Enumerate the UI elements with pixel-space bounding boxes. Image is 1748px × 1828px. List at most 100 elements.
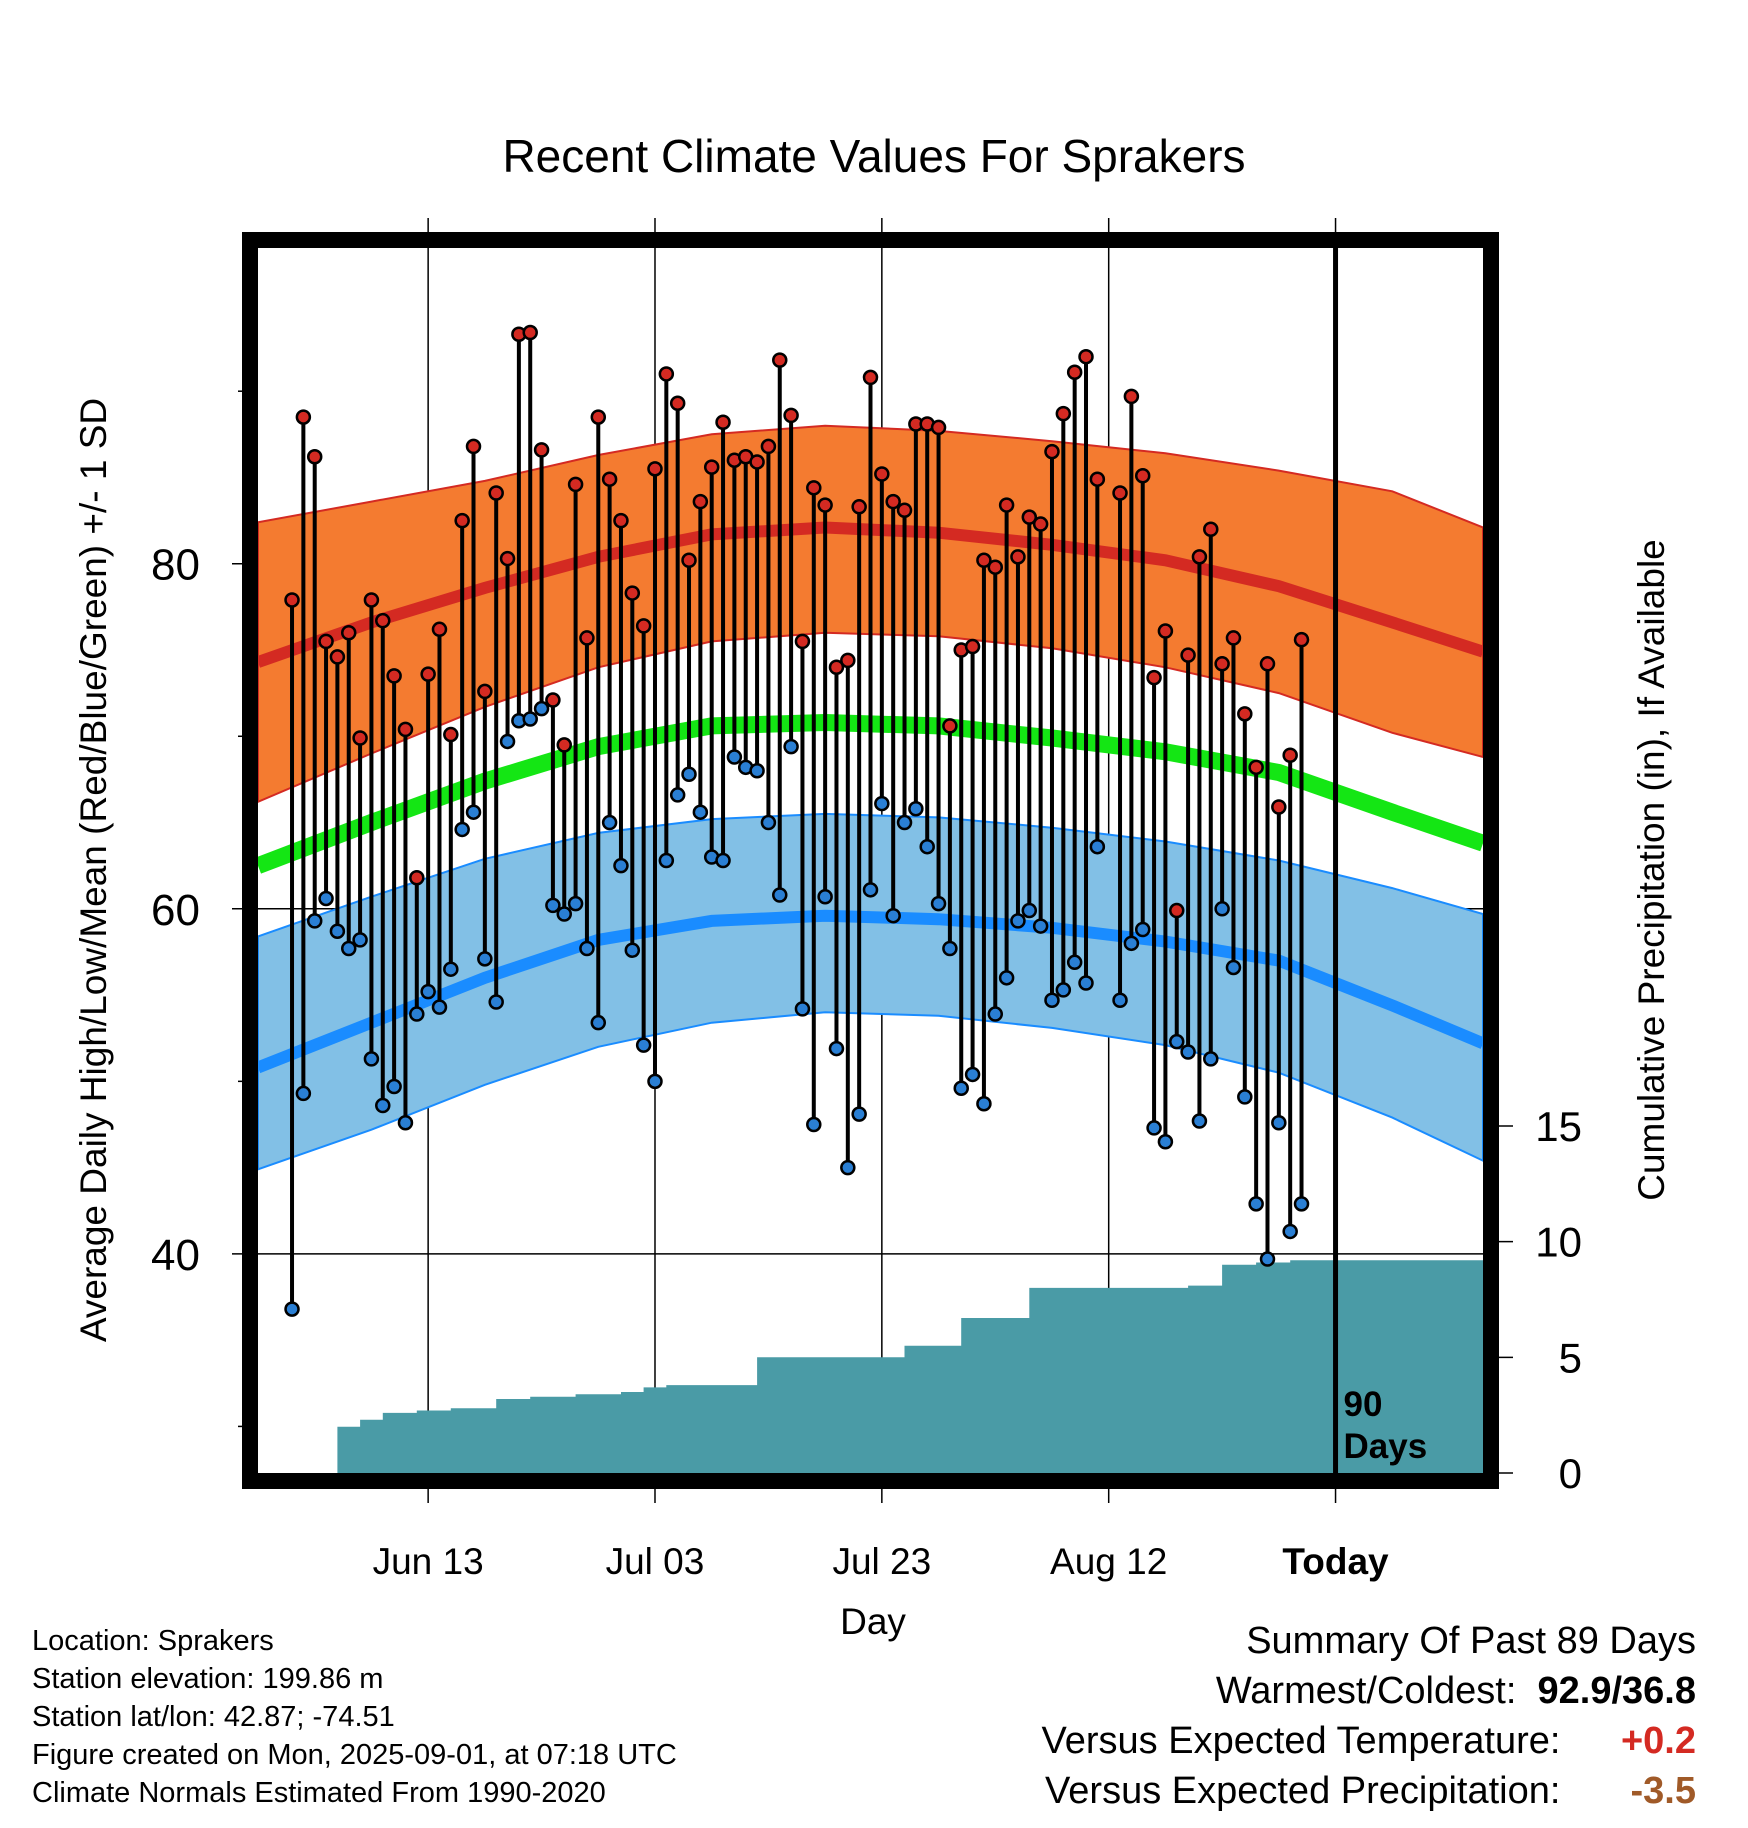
daily-low-point	[340, 940, 357, 957]
x-tick-label: Jul 03	[606, 1541, 705, 1582]
precipitation-area	[326, 1260, 1483, 1473]
daily-high-point	[1237, 706, 1253, 722]
daily-low-point	[862, 882, 879, 898]
daily-high-point	[1203, 521, 1219, 537]
daily-low-point	[409, 1006, 425, 1022]
daily-high-point	[1134, 467, 1151, 484]
daily-low-point	[1203, 1051, 1219, 1067]
daily-high-point	[635, 618, 652, 634]
daily-high-point	[681, 552, 697, 569]
daily-low-point	[1225, 959, 1242, 976]
daily-high-point	[443, 726, 459, 743]
daily-high-point	[1123, 388, 1140, 405]
daily-high-point	[465, 438, 482, 455]
warm-cold-value: 92.9/36.8	[1537, 1670, 1696, 1712]
daily-high-point	[318, 633, 334, 650]
daily-high-point	[772, 352, 788, 368]
daily-low-point	[658, 852, 675, 869]
daily-low-point	[624, 942, 641, 958]
daily-high-point	[545, 692, 561, 708]
daily-high-point	[613, 512, 629, 529]
summary-temp: Versus Expected Temperature: +0.2	[1042, 1720, 1696, 1763]
daily-low-point	[772, 887, 788, 903]
daily-low-point	[1248, 1196, 1264, 1212]
daily-high-point	[1044, 443, 1060, 460]
daily-low-point	[919, 838, 935, 855]
daily-low-point	[363, 1051, 380, 1067]
y-axis-left-label: Average Daily High/Low/Mean (Red/Blue/Gr…	[73, 398, 114, 1342]
x-tick-label: Today	[1282, 1541, 1389, 1582]
daily-high-point	[375, 612, 391, 629]
daily-low-point	[397, 1115, 414, 1131]
daily-low-point	[1180, 1044, 1196, 1060]
daily-low-point	[942, 940, 958, 957]
daily-low-point	[794, 1001, 811, 1017]
daily-high-point	[998, 497, 1015, 513]
daily-high-point	[284, 592, 300, 608]
daily-low-point	[306, 913, 323, 929]
daily-high-point	[352, 730, 368, 746]
daily-low-point	[749, 763, 765, 779]
daily-high-point	[862, 369, 879, 386]
y-tick-label-left: 40	[151, 1231, 200, 1280]
daily-high-point	[397, 721, 414, 738]
y-tick-label-left: 80	[151, 541, 200, 590]
daily-low-point	[1271, 1115, 1287, 1131]
daily-high-point	[669, 395, 686, 412]
daily-high-point	[567, 476, 584, 493]
daily-high-point	[885, 493, 901, 510]
daily-low-point	[692, 804, 709, 820]
daily-high-point	[806, 480, 822, 496]
daily-high-point	[1180, 647, 1196, 663]
today-marker-label: 90	[1344, 1385, 1383, 1424]
daily-low-point	[352, 932, 368, 948]
daily-high-point	[295, 409, 312, 425]
daily-low-point	[556, 906, 572, 922]
daily-high-point	[624, 585, 641, 601]
x-tick-label: Jul 23	[832, 1541, 931, 1582]
daily-low-point	[726, 749, 743, 765]
daily-low-point	[840, 1159, 856, 1176]
daily-low-point	[1214, 901, 1230, 917]
x-tick-label: Jun 13	[373, 1541, 484, 1582]
precip-label: Versus Expected Precipitation:	[1045, 1770, 1561, 1812]
y-tick-label-left: 60	[151, 886, 200, 935]
daily-low-point	[647, 1073, 663, 1090]
daily-low-point	[545, 897, 561, 914]
daily-low-point	[1293, 1196, 1310, 1212]
daily-high-point	[930, 419, 947, 436]
daily-low-point	[976, 1096, 992, 1112]
daily-high-point	[715, 414, 731, 431]
daily-low-point	[896, 814, 913, 831]
daily-low-point	[1282, 1223, 1298, 1240]
daily-high-point	[499, 550, 516, 567]
daily-high-point	[431, 621, 448, 638]
daily-high-point	[828, 659, 845, 676]
created-text: Figure created on Mon, 2025-09-01, at 07…	[32, 1739, 677, 1771]
daily-low-point	[1044, 992, 1060, 1009]
daily-high-point	[658, 366, 675, 382]
daily-high-point	[1271, 799, 1287, 815]
daily-low-point	[375, 1097, 391, 1114]
daily-low-point	[1191, 1113, 1208, 1129]
daily-high-point	[942, 718, 958, 734]
daily-low-point	[1089, 838, 1106, 855]
location-text: Location: Sprakers	[32, 1625, 274, 1657]
daily-low-point	[1134, 921, 1151, 938]
daily-low-point	[443, 961, 459, 977]
daily-high-point	[760, 438, 777, 455]
daily-high-point	[964, 638, 981, 655]
daily-low-point	[851, 1106, 867, 1122]
daily-low-point	[908, 800, 924, 817]
daily-low-point	[488, 994, 504, 1010]
daily-low-point	[817, 888, 833, 905]
daily-low-point	[1157, 1133, 1174, 1150]
daily-low-point	[953, 1080, 969, 1096]
daily-low-point	[1055, 982, 1072, 998]
daily-low-point	[1066, 954, 1083, 971]
daily-high-point	[1089, 471, 1106, 487]
daily-high-point	[1146, 669, 1162, 686]
daily-low-point	[590, 1014, 607, 1031]
y-tick-label-right: 0	[1559, 1450, 1582, 1497]
